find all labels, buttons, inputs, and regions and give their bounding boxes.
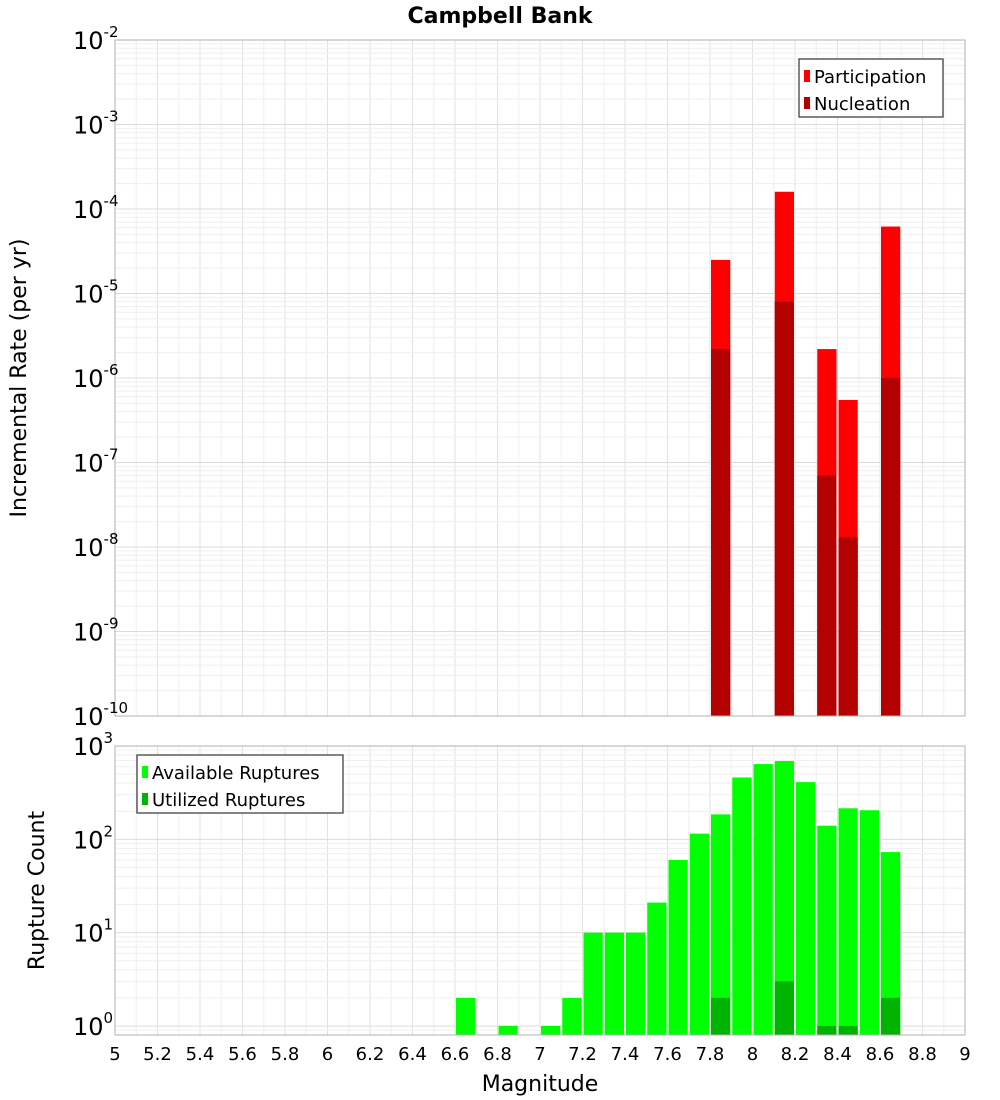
top-y-tick-label: 10-9	[73, 615, 119, 647]
available-ruptures-bar	[796, 782, 816, 1035]
utilized-ruptures-bar	[774, 981, 794, 1035]
x-tick-label: 7.2	[568, 1044, 597, 1065]
x-tick-label: 5.6	[228, 1044, 257, 1065]
available-ruptures-bar	[626, 932, 646, 1035]
x-tick-label: 7.4	[611, 1044, 640, 1065]
available-ruptures-bar	[817, 825, 837, 1035]
bottom-y-tick-label: 102	[73, 822, 113, 854]
available-ruptures-bar	[668, 860, 688, 1035]
utilized-ruptures-bar	[881, 997, 901, 1035]
x-tick-label: 6	[322, 1044, 333, 1065]
nucleation-bar	[881, 378, 901, 716]
chart-title: Campbell Bank	[408, 4, 594, 29]
available-ruptures-bar	[562, 997, 582, 1035]
available-ruptures-bar	[498, 1025, 518, 1035]
bottom-y-tick-label: 100	[73, 1009, 113, 1041]
top-y-tick-label: 10-4	[73, 192, 119, 224]
x-tick-label: 8.4	[823, 1044, 852, 1065]
available-ruptures-bar	[859, 810, 879, 1035]
available-ruptures-bar	[689, 833, 709, 1035]
x-tick-label: 9	[959, 1044, 970, 1065]
x-tick-label: 6.4	[398, 1044, 427, 1065]
available-ruptures-bar	[604, 932, 624, 1035]
top-y-tick-label: 10-8	[73, 530, 119, 562]
bottom-legend-label: Available Ruptures	[152, 763, 320, 784]
top-legend-box	[798, 58, 944, 118]
top-legend-swatch	[804, 70, 810, 82]
available-ruptures-bar	[456, 997, 476, 1035]
top-y-axis-title: Incremental Rate (per yr)	[7, 239, 32, 518]
top-plot-frame	[114, 39, 966, 717]
top-y-tick-label: 10-6	[73, 361, 119, 393]
top-y-tick-label: 10-2	[73, 23, 119, 55]
bottom-legend-label: Utilized Ruptures	[152, 790, 305, 811]
top-legend-label: Nucleation	[814, 94, 910, 115]
top-y-tick-label: 10-7	[73, 446, 119, 478]
x-tick-label: 7.8	[696, 1044, 725, 1065]
x-tick-label: 7	[534, 1044, 545, 1065]
nucleation-bar	[838, 537, 858, 716]
x-tick-label: 5.2	[143, 1044, 172, 1065]
x-tick-label: 5.8	[271, 1044, 300, 1065]
bottom-legend-box	[136, 754, 344, 814]
utilized-ruptures-bar	[838, 1025, 858, 1035]
available-ruptures-bar	[774, 761, 794, 1035]
top-y-tick-label: 10-10	[73, 699, 128, 731]
nucleation-bar	[711, 349, 731, 716]
x-axis-title: Magnitude	[482, 1072, 599, 1097]
nucleation-bar	[817, 475, 837, 716]
x-tick-label: 6.2	[356, 1044, 385, 1065]
available-ruptures-bar	[647, 902, 667, 1035]
available-ruptures-bar	[732, 777, 752, 1035]
utilized-ruptures-bar	[711, 997, 731, 1035]
x-tick-label: 6.8	[483, 1044, 512, 1065]
x-tick-label: 7.6	[653, 1044, 682, 1065]
x-tick-label: 8	[747, 1044, 758, 1065]
x-tick-label: 5	[109, 1044, 120, 1065]
top-legend-label: Participation	[814, 67, 926, 88]
available-ruptures-bar	[541, 1025, 561, 1035]
bottom-y-tick-label: 101	[73, 916, 113, 948]
x-tick-label: 8.2	[781, 1044, 810, 1065]
x-tick-label: 5.4	[186, 1044, 215, 1065]
top-y-tick-label: 10-3	[73, 108, 119, 140]
available-ruptures-bar	[881, 852, 901, 1035]
utilized-ruptures-bar	[817, 1025, 837, 1035]
available-ruptures-bar	[711, 814, 731, 1035]
top-y-tick-label: 10-5	[73, 277, 119, 309]
bottom-plot-frame	[114, 745, 966, 1036]
available-ruptures-bar	[583, 932, 603, 1035]
nucleation-bar	[774, 301, 794, 716]
bottom-legend-swatch	[142, 793, 148, 805]
bottom-legend-swatch	[142, 766, 148, 778]
x-tick-label: 8.8	[908, 1044, 937, 1065]
x-tick-label: 6.6	[441, 1044, 470, 1065]
top-legend-swatch	[804, 97, 810, 109]
bottom-y-tick-label: 103	[73, 729, 113, 761]
x-tick-label: 8.6	[866, 1044, 895, 1065]
available-ruptures-bar	[753, 764, 773, 1035]
available-ruptures-bar	[838, 808, 858, 1035]
bottom-y-axis-title: Rupture Count	[25, 811, 50, 971]
